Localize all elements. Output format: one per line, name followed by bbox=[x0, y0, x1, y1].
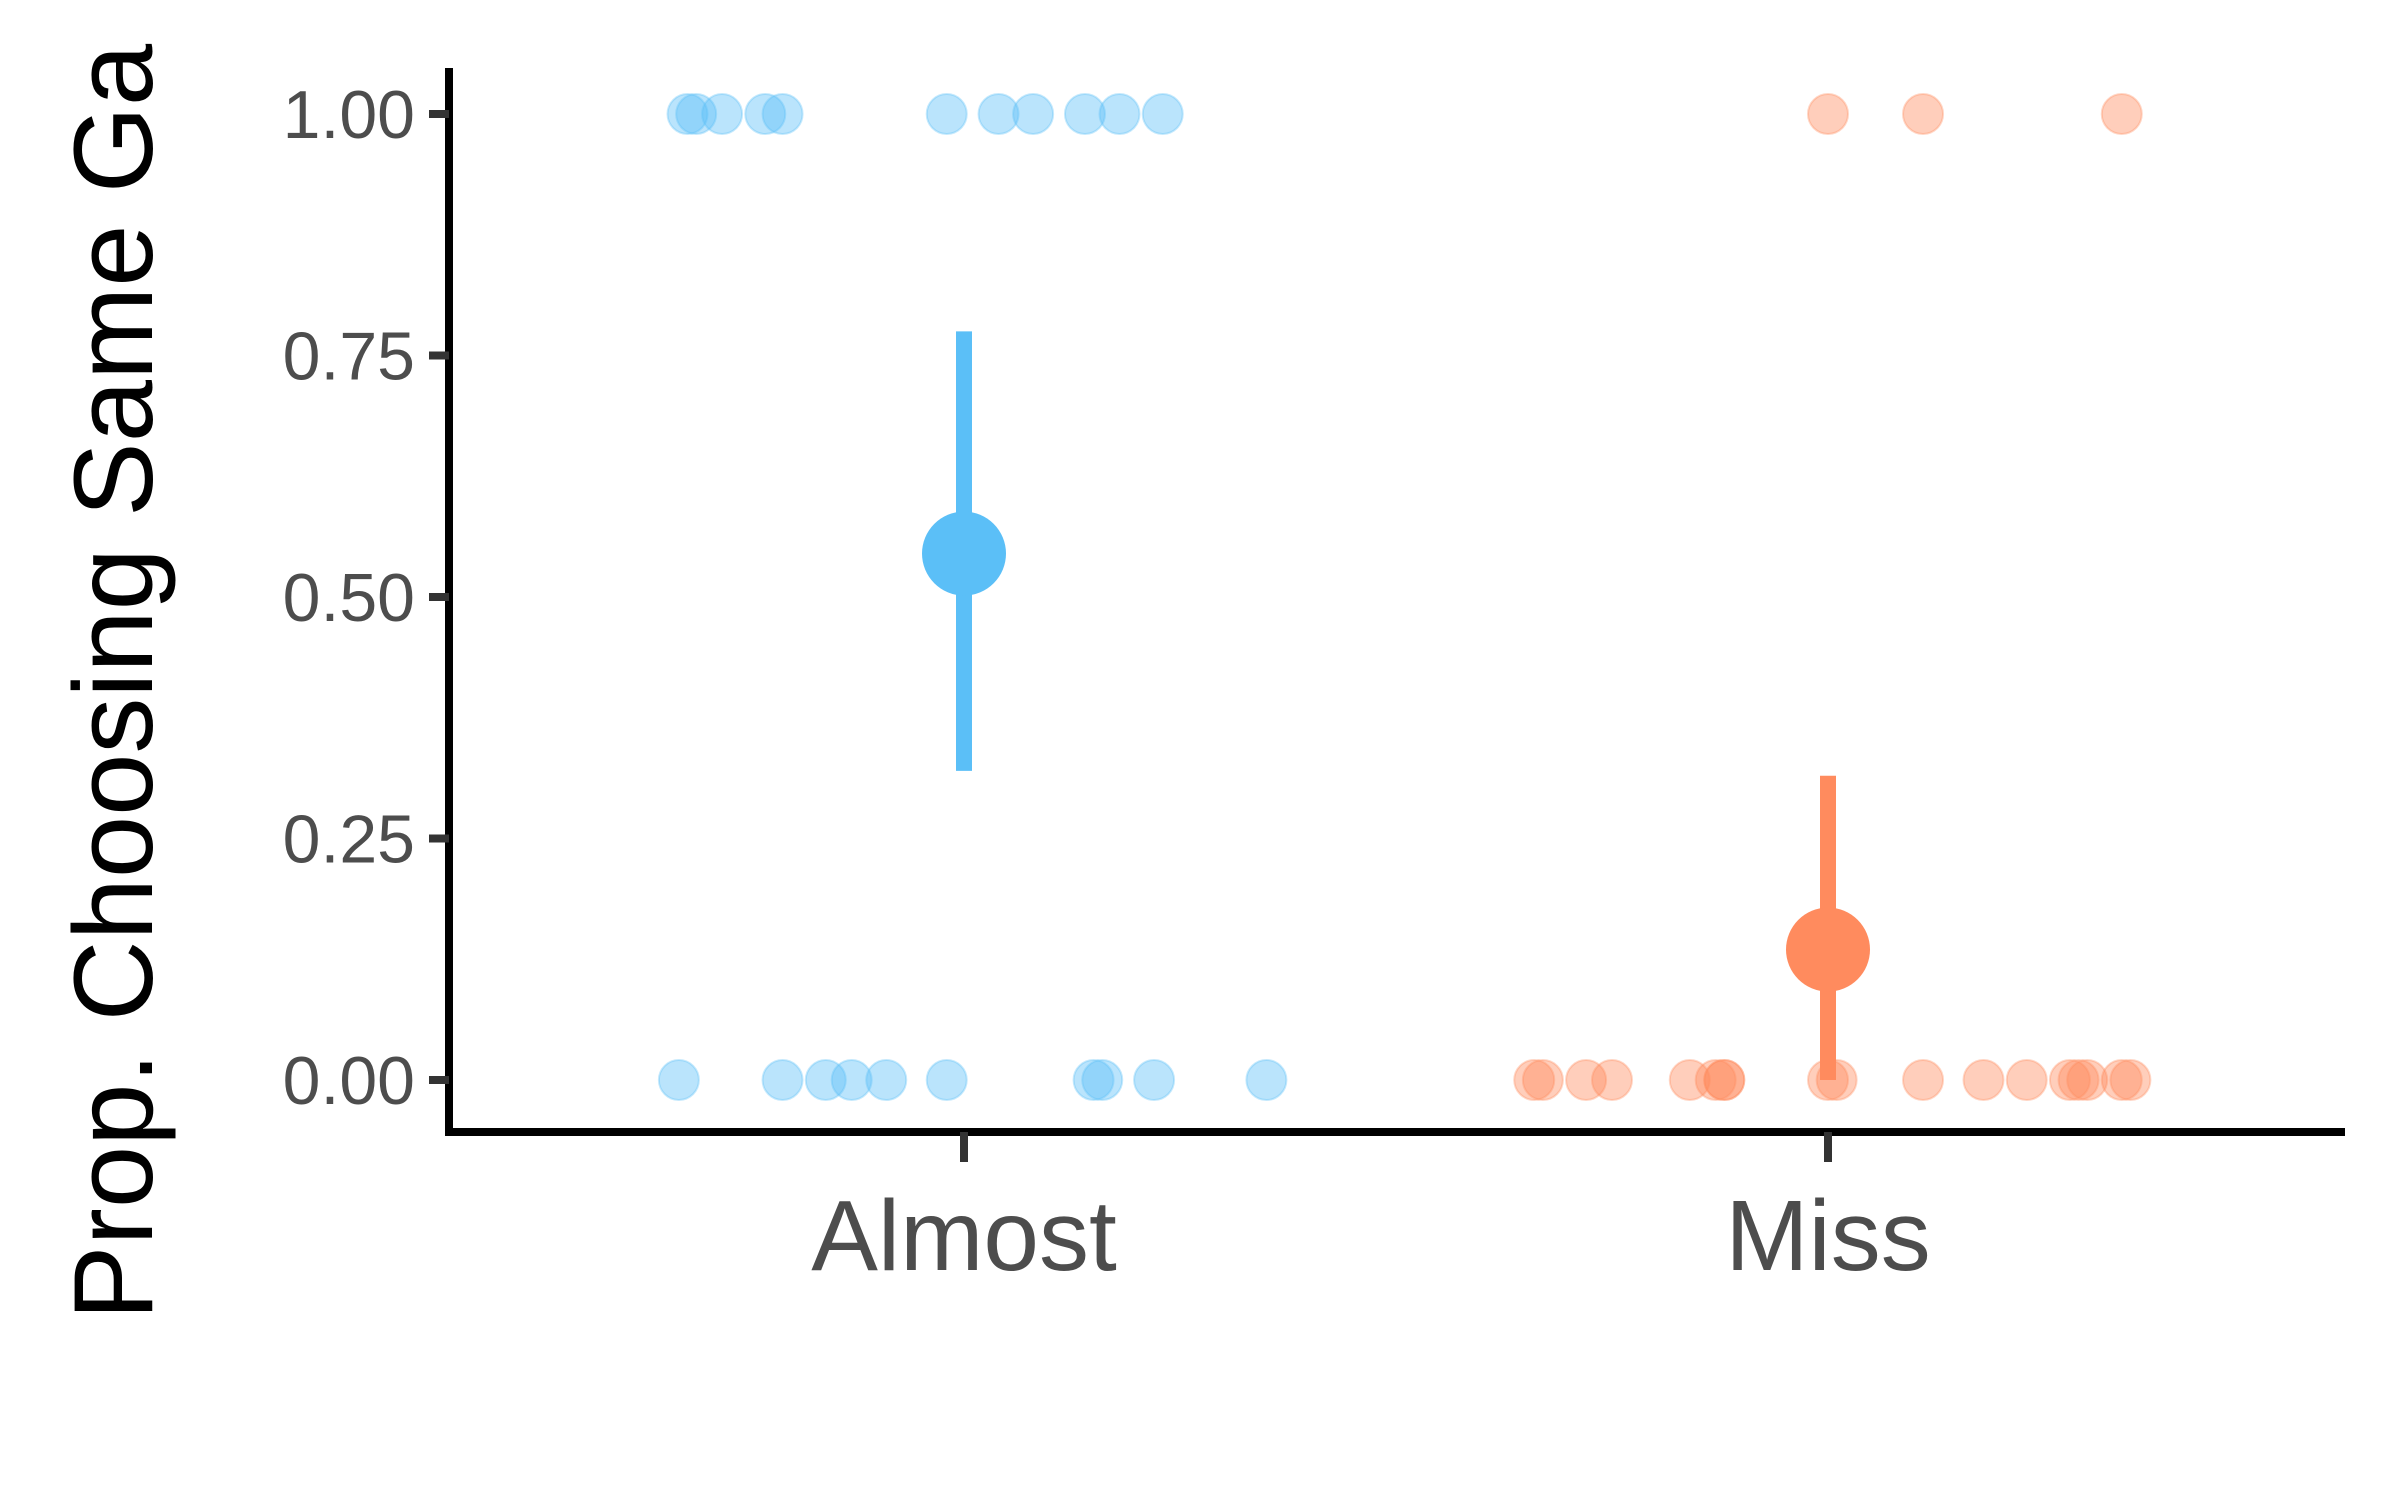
data-point bbox=[2109, 1059, 2152, 1101]
y-tick-label: 0.25 bbox=[283, 802, 415, 878]
data-point bbox=[1902, 1059, 1945, 1101]
data-point bbox=[1902, 93, 1945, 135]
data-point bbox=[925, 1059, 968, 1101]
data-point bbox=[1703, 1059, 1746, 1101]
data-point bbox=[1962, 1059, 2005, 1101]
data-point bbox=[1694, 1059, 1737, 1101]
data-point bbox=[2066, 1059, 2109, 1101]
mean-point bbox=[922, 511, 1006, 596]
y-tick-label: 0.50 bbox=[283, 560, 415, 636]
raw-points bbox=[657, 93, 2152, 1101]
data-point bbox=[761, 93, 804, 135]
data-point bbox=[744, 93, 787, 135]
data-point bbox=[1807, 93, 1849, 135]
x-tick-label: Miss bbox=[1725, 1180, 1931, 1292]
data-point bbox=[2057, 1059, 2100, 1101]
data-point bbox=[1591, 1059, 1633, 1101]
data-point bbox=[830, 1059, 873, 1101]
y-axis-title: Prop. Choosing Same Ga bbox=[51, 43, 176, 1320]
data-point bbox=[1513, 1059, 1556, 1101]
data-point bbox=[1521, 1059, 1564, 1101]
data-point bbox=[675, 93, 718, 135]
data-point bbox=[977, 93, 1020, 135]
data-point bbox=[1245, 1059, 1288, 1101]
data-point bbox=[2048, 1059, 2091, 1101]
y-ticks: 0.00 0.25 0.50 0.75 1.00 bbox=[283, 77, 449, 1119]
data-point bbox=[1703, 1059, 1746, 1101]
data-point bbox=[925, 93, 968, 135]
data-point bbox=[2100, 1059, 2143, 1101]
data-point bbox=[1141, 93, 1184, 135]
data-point bbox=[2005, 1059, 2048, 1101]
y-tick-label: 1.00 bbox=[283, 77, 415, 153]
mean-point bbox=[1786, 907, 1870, 992]
data-point bbox=[666, 93, 709, 135]
data-point bbox=[1668, 1059, 1711, 1101]
data-point bbox=[1565, 1059, 1608, 1101]
data-point bbox=[1063, 93, 1106, 135]
x-tick-label: Almost bbox=[811, 1180, 1117, 1292]
data-point bbox=[1012, 93, 1055, 135]
data-point bbox=[1081, 1059, 1124, 1101]
data-point bbox=[761, 1059, 804, 1101]
data-point bbox=[865, 1059, 908, 1101]
data-point bbox=[1072, 1059, 1115, 1101]
data-point bbox=[804, 1059, 847, 1101]
y-tick-label: 0.00 bbox=[283, 1043, 415, 1119]
axes bbox=[445, 68, 2345, 1136]
summary-markers bbox=[922, 331, 1870, 1080]
data-point bbox=[1098, 93, 1141, 135]
data-point bbox=[657, 1059, 700, 1101]
data-point bbox=[2100, 93, 2143, 135]
y-tick-label: 0.75 bbox=[283, 319, 415, 395]
data-point bbox=[701, 93, 744, 135]
data-point bbox=[1133, 1059, 1176, 1101]
x-ticks: Almost Miss bbox=[811, 1132, 1931, 1292]
